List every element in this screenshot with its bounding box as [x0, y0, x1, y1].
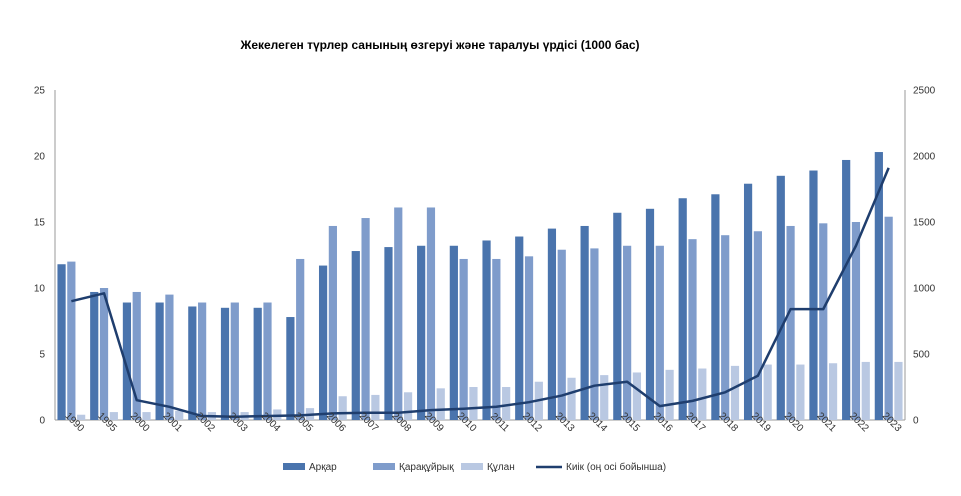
- bar-2002-1: [198, 302, 207, 420]
- bar-1990-1: [67, 261, 76, 420]
- bar-2010-0: [449, 245, 458, 420]
- x-tick-label: 1990: [62, 411, 86, 435]
- legend-label-3: Киік (оң осі бойынша): [566, 461, 666, 473]
- bar-2001-0: [155, 302, 164, 420]
- bar-2008-0: [384, 247, 393, 420]
- bar-2019-2: [763, 364, 772, 420]
- legend-label-0: Арқар: [309, 462, 337, 473]
- bar-2001-2: [175, 410, 184, 420]
- y-right-tick-label: 1500: [913, 218, 936, 229]
- y-left-tick-label: 10: [34, 284, 46, 295]
- bar-2011-0: [482, 240, 491, 420]
- bar-2014-2: [600, 375, 609, 420]
- bar-2021-0: [809, 170, 818, 420]
- bar-2022-1: [851, 222, 861, 420]
- bar-2023-0: [874, 152, 883, 421]
- bar-2004-0: [253, 307, 262, 420]
- bar-2003-1: [230, 302, 239, 420]
- y-left-tick-label: 0: [39, 416, 45, 427]
- bar-2017-1: [688, 239, 697, 420]
- bar-2007-1: [361, 218, 370, 420]
- y-left-tick-label: 20: [34, 152, 46, 163]
- bar-2022-2: [861, 361, 870, 420]
- bar-2020-0: [776, 175, 785, 420]
- bar-2014-1: [590, 248, 599, 420]
- bar-2008-1: [394, 207, 403, 420]
- legend-label-2: Құлан: [487, 462, 515, 473]
- bar-2000-2: [142, 412, 151, 420]
- chart-title: Жекелеген түрлер санының өзгеруі және та…: [240, 38, 640, 52]
- bar-2020-1: [786, 225, 795, 420]
- bar-1990-0: [57, 264, 66, 420]
- bar-2007-0: [351, 251, 360, 420]
- bar-1995-2: [109, 412, 118, 420]
- bar-2006-1: [328, 225, 337, 420]
- bar-2017-2: [698, 368, 707, 420]
- bar-2010-1: [459, 258, 468, 420]
- bar-2002-0: [188, 306, 197, 420]
- legend-swatch-0: [283, 463, 305, 470]
- bar-2006-0: [318, 265, 328, 420]
- bar-2007-2: [371, 394, 380, 420]
- bar-2019-1: [753, 231, 762, 420]
- y-right-tick-label: 0: [913, 416, 919, 427]
- bar-2023-1: [884, 216, 893, 420]
- bar-2022-0: [842, 159, 851, 420]
- legend-label-1: Қарақұйрық: [399, 462, 454, 473]
- bar-2005-0: [286, 317, 295, 420]
- bar-2016-1: [655, 245, 664, 420]
- bar-2023-2: [894, 361, 903, 420]
- bar-2013-2: [567, 377, 576, 420]
- bar-2012-0: [515, 236, 524, 420]
- y-right-tick-label: 500: [913, 350, 930, 361]
- bar-2011-2: [502, 387, 511, 420]
- bar-2013-1: [557, 249, 566, 420]
- bar-2016-0: [645, 208, 655, 420]
- legend-swatch-2: [461, 463, 483, 470]
- line-series-0: [71, 167, 890, 418]
- bar-2017-0: [678, 198, 687, 420]
- bar-2018-2: [730, 365, 740, 420]
- bar-2009-1: [426, 207, 436, 420]
- bar-2015-2: [632, 372, 642, 420]
- bar-2021-1: [819, 223, 828, 420]
- bar-2014-0: [580, 225, 589, 420]
- y-left-tick-label: 15: [34, 218, 46, 229]
- y-left-tick-label: 25: [34, 86, 46, 97]
- y-left-tick-label: 5: [39, 350, 45, 361]
- bar-2006-2: [338, 396, 347, 420]
- bar-2008-2: [403, 392, 413, 420]
- bar-2015-0: [613, 212, 622, 420]
- bar-2015-1: [623, 245, 632, 420]
- bar-1995-0: [90, 291, 99, 420]
- bar-2021-2: [828, 363, 838, 420]
- bar-2000-0: [122, 302, 132, 420]
- bar-2004-1: [263, 302, 272, 420]
- bar-1990-2: [77, 414, 86, 420]
- bar-2018-1: [721, 235, 730, 420]
- y-right-tick-label: 2000: [913, 152, 936, 163]
- bar-2018-0: [711, 194, 720, 420]
- bar-2016-2: [665, 369, 674, 420]
- bar-2009-2: [436, 388, 445, 420]
- bar-2000-1: [132, 291, 141, 420]
- bar-2001-1: [165, 294, 174, 420]
- bar-2019-0: [743, 183, 753, 420]
- y-right-tick-label: 1000: [913, 284, 936, 295]
- bar-2013-0: [547, 228, 557, 420]
- bar-2012-1: [524, 256, 534, 420]
- bar-1995-1: [99, 288, 109, 420]
- bar-2020-2: [796, 364, 805, 420]
- bar-2005-1: [296, 258, 305, 420]
- bar-2009-0: [417, 245, 426, 420]
- y-right-tick-label: 2500: [913, 86, 936, 97]
- bar-2010-2: [469, 387, 478, 420]
- bar-2003-0: [220, 307, 230, 420]
- legend-swatch-1: [373, 463, 395, 470]
- bar-2011-1: [492, 258, 501, 420]
